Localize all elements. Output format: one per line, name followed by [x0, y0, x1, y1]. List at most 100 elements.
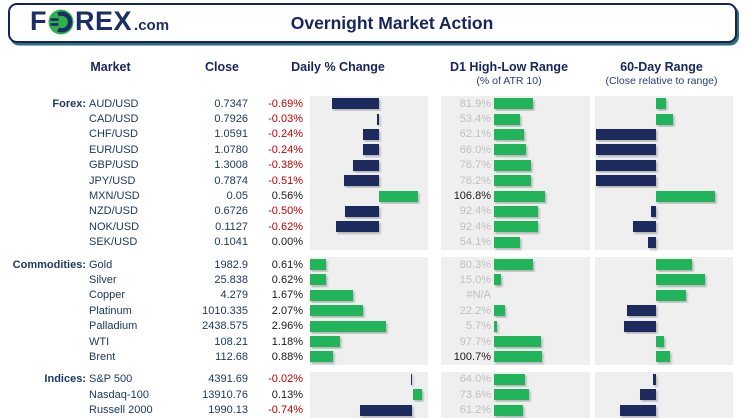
market-name: Palladium — [89, 320, 138, 333]
d1-range-bar-zone — [491, 387, 590, 402]
sixty-day-range-cell — [595, 303, 733, 319]
daily-change-bar-cell — [310, 272, 428, 288]
market-group: Indices: S&P 500 4391.69 -0.02% 64.0% Nasdaq-… — [0, 371, 746, 418]
group-label: Indices: — [44, 373, 86, 386]
close-value: 1982.9 — [214, 258, 248, 271]
sixty-day-range-cell — [595, 402, 733, 418]
market-name: JPY/USD — [89, 174, 136, 187]
d1-range-cell: #N/A — [441, 287, 590, 304]
sixty-day-range-cell — [595, 111, 733, 127]
sixty-day-range-cell — [595, 371, 733, 388]
sixty-day-range-cell — [595, 234, 733, 250]
d1-range-bar-zone — [491, 288, 590, 303]
daily-change-bar-cell — [310, 126, 428, 143]
table-row: SEK/USD 0.1041 0.00% 54.1% — [0, 234, 746, 250]
daily-change-value: 2.07% — [271, 304, 303, 317]
d1-range-cell: 15.0% — [441, 272, 590, 288]
d1-range-bar-zone — [491, 372, 590, 387]
close-value: 0.7874 — [214, 174, 248, 187]
daily-change-value: 0.88% — [271, 350, 303, 363]
close-value: 1.0591 — [214, 128, 248, 141]
daily-change-value: -0.74% — [268, 404, 303, 417]
d1-range-bar — [494, 205, 539, 217]
d1-range-value: 64.0% — [459, 373, 491, 386]
daily-change-bar — [344, 205, 380, 217]
d1-range-bar-zone — [491, 235, 590, 250]
sixty-day-range-bar — [624, 320, 657, 332]
table-row: EUR/USD 1.0780 -0.24% 66.0% — [0, 142, 746, 158]
daily-change-bar-cell — [310, 318, 428, 334]
group-spacer — [0, 365, 746, 372]
daily-change-bar-cell — [310, 402, 428, 418]
close-value: 4.279 — [220, 289, 248, 302]
close-value: 13910.76 — [202, 388, 248, 401]
sixty-day-range-cell — [595, 96, 733, 112]
sixty-day-range-bar — [633, 221, 657, 233]
market-name: AUD/USD — [89, 97, 139, 110]
daily-change-value: -0.69% — [268, 97, 303, 110]
d1-range-value: 92.4% — [459, 205, 491, 218]
table-row: Indices: S&P 500 4391.69 -0.02% 64.0% — [0, 371, 746, 388]
close-value: 4391.69 — [208, 373, 248, 386]
d1-range-cell: 61.2% — [441, 402, 590, 418]
close-value: 112.68 — [215, 350, 248, 363]
daily-change-bar-cell — [310, 188, 428, 204]
sixty-day-range-bar — [656, 113, 674, 125]
d1-range-bar-zone — [491, 158, 590, 173]
sixty-day-range-bar — [656, 336, 664, 348]
daily-change-value: -0.03% — [268, 113, 303, 126]
table-row: Russell 2000 1990.13 -0.74% 61.2% — [0, 402, 746, 418]
sixty-day-range-bar — [656, 98, 667, 110]
d1-range-bar-zone — [491, 96, 590, 111]
sixty-day-range-bar — [647, 236, 657, 248]
daily-change-bar — [362, 144, 380, 156]
close-value: 0.1127 — [215, 220, 248, 233]
d1-range-bar — [494, 373, 525, 385]
daily-change-value: 0.56% — [271, 190, 303, 203]
market-group: Forex: AUD/USD 0.7347 -0.69% 81.9% CAD/USD 0.7… — [0, 96, 746, 250]
close-value: 2438.575 — [202, 320, 248, 333]
close-value: 1010.335 — [202, 304, 248, 317]
d1-range-value: 61.2% — [459, 404, 491, 417]
daily-change-bar-cell — [310, 157, 428, 173]
daily-change-value: 2.96% — [271, 320, 303, 333]
market-name: CAD/USD — [89, 113, 139, 126]
table-row: MXN/USD 0.05 0.56% 106.8% — [0, 188, 746, 204]
d1-range-cell: 22.2% — [441, 303, 590, 319]
d1-range-cell: 54.1% — [441, 234, 590, 250]
d1-range-bar — [494, 404, 524, 416]
daily-change-bar-cell — [310, 256, 428, 273]
sixty-day-range-bar — [596, 128, 657, 140]
d1-range-cell: 64.0% — [441, 371, 590, 388]
daily-change-value: 0.61% — [271, 258, 303, 271]
daily-change-bar-cell — [310, 387, 428, 403]
d1-range-bar — [494, 98, 534, 110]
d1-range-cell: 92.4% — [441, 203, 590, 220]
table-row: NZD/USD 0.6726 -0.50% 92.4% — [0, 203, 746, 220]
daily-change-value: 1.18% — [271, 335, 303, 348]
sixty-day-range-cell — [595, 188, 733, 204]
daily-change-bar — [379, 190, 419, 202]
d1-range-cell: 76.2% — [441, 172, 590, 189]
daily-change-bar — [344, 175, 380, 187]
sixty-day-range-bar — [596, 144, 657, 156]
market-name: Brent — [89, 350, 116, 363]
column-headers: Market Close Daily % Change D1 High-Low … — [0, 60, 746, 87]
daily-change-bar — [310, 336, 341, 348]
forex-logo-coin-icon — [48, 9, 74, 40]
table-row: Palladium 2438.575 2.96% 5.7% — [0, 318, 746, 334]
daily-change-value: -0.24% — [268, 128, 303, 141]
daily-change-bar-cell — [310, 303, 428, 319]
d1-range-cell: 80.3% — [441, 256, 590, 273]
d1-range-bar-zone — [491, 204, 590, 219]
daily-change-bar — [411, 373, 413, 385]
d1-range-value: 92.4% — [459, 220, 491, 233]
sixty-day-range-cell — [595, 157, 733, 173]
d1-range-bar-zone — [491, 257, 590, 272]
d1-range-cell: 5.7% — [441, 318, 590, 334]
sixty-day-range-bar — [619, 404, 657, 416]
sixty-day-range-cell — [595, 172, 733, 189]
close-value: 0.05 — [226, 190, 248, 203]
daily-change-bar — [310, 320, 386, 332]
sixty-day-range-bar — [656, 351, 670, 363]
